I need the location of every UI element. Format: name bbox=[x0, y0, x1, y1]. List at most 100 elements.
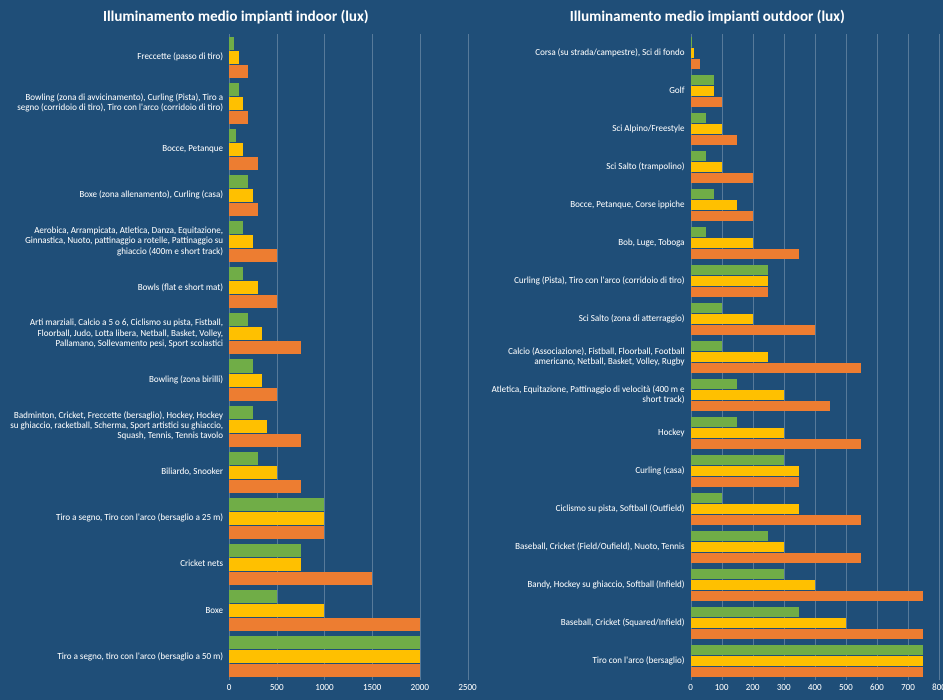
bar bbox=[229, 590, 468, 603]
bar bbox=[691, 211, 940, 221]
category-label: Boxe bbox=[4, 588, 229, 634]
chart-group: Atletica, Equitazione, Pattinaggio di ve… bbox=[476, 376, 940, 414]
bar bbox=[691, 37, 940, 47]
bar bbox=[229, 203, 468, 216]
bar bbox=[229, 65, 468, 78]
bar bbox=[691, 645, 940, 655]
category-label: Corsa (su strada/campestre), Sci di fond… bbox=[476, 34, 691, 72]
category-label: Atletica, Equitazione, Pattinaggio di ve… bbox=[476, 376, 691, 414]
bars-cell bbox=[229, 311, 468, 357]
bar bbox=[691, 390, 940, 400]
bar bbox=[691, 493, 940, 503]
outdoor-title: Illuminamento medio impianti outdoor (lu… bbox=[476, 8, 940, 26]
category-label: Sci Alpino/Freestyle bbox=[476, 110, 691, 148]
chart-group: Golf bbox=[476, 72, 940, 110]
indoor-chart: Freccette (passo di tiro)Bowling (zona d… bbox=[4, 34, 468, 696]
bar bbox=[229, 374, 468, 387]
category-label: Badminton, Cricket, Freccette (bersaglio… bbox=[4, 403, 229, 449]
bar bbox=[229, 157, 468, 170]
chart-group: Bowling (zona di avvicinamento), Curling… bbox=[4, 80, 468, 126]
chart-group: Curling (casa) bbox=[476, 452, 940, 490]
bars-cell bbox=[229, 634, 468, 680]
bar bbox=[229, 327, 468, 340]
bar bbox=[691, 227, 940, 237]
chart-group: Corsa (su strada/campestre), Sci di fond… bbox=[476, 34, 940, 72]
bar bbox=[691, 352, 940, 362]
bar bbox=[691, 656, 940, 666]
bars-cell bbox=[691, 72, 940, 110]
xaxis-tick: 1000 bbox=[315, 682, 333, 693]
bar bbox=[691, 439, 940, 449]
xaxis-tick: 1500 bbox=[363, 682, 381, 693]
category-label: Bocce, Petanque, Corse ippiche bbox=[476, 186, 691, 224]
bar bbox=[691, 276, 940, 286]
bar bbox=[229, 175, 468, 188]
bars-cell bbox=[691, 376, 940, 414]
category-label: Tiro con l'arco (bersaglio) bbox=[476, 642, 691, 680]
bar bbox=[229, 388, 468, 401]
bar bbox=[229, 235, 468, 248]
category-label: Baseball, Cricket (Squared/Infield) bbox=[476, 604, 691, 642]
bar bbox=[691, 428, 940, 438]
bar bbox=[229, 650, 468, 663]
chart-group: Badminton, Cricket, Freccette (bersaglio… bbox=[4, 403, 468, 449]
category-label: Biliardo, Snooker bbox=[4, 449, 229, 495]
indoor-groups: Freccette (passo di tiro)Bowling (zona d… bbox=[4, 34, 468, 680]
bar bbox=[691, 287, 940, 297]
chart-group: Arti marziali, Calcio a 5 o 6, Ciclismo … bbox=[4, 311, 468, 357]
indoor-panel: Illuminamento medio impianti indoor (lux… bbox=[0, 0, 472, 700]
bar bbox=[229, 618, 468, 631]
bar bbox=[229, 434, 468, 447]
outdoor-panel: Illuminamento medio impianti outdoor (lu… bbox=[472, 0, 943, 700]
chart-group: Ciclismo su pista, Softball (Outfield) bbox=[476, 490, 940, 528]
xaxis-tick: 2000 bbox=[411, 682, 429, 693]
xaxis-tick: 500 bbox=[839, 682, 853, 693]
bars-cell bbox=[229, 172, 468, 218]
bar bbox=[229, 281, 468, 294]
category-label: Hockey bbox=[476, 414, 691, 452]
bar bbox=[691, 173, 940, 183]
bar bbox=[229, 572, 468, 585]
chart-group: Bandy, Hockey su ghiaccio, Softball (Inf… bbox=[476, 566, 940, 604]
bar bbox=[691, 97, 940, 107]
bar bbox=[691, 591, 940, 601]
chart-group: Sci Alpino/Freestyle bbox=[476, 110, 940, 148]
bar bbox=[691, 75, 940, 85]
indoor-xaxis: 05001000150020002500 bbox=[4, 680, 468, 696]
bar bbox=[229, 37, 468, 50]
category-label: Tiro a segno, tiro con l'arco (bersaglio… bbox=[4, 634, 229, 680]
bar bbox=[691, 417, 940, 427]
bar bbox=[229, 452, 468, 465]
bar bbox=[691, 86, 940, 96]
chart-group: Curling (Pista), Tiro con l'arco (corrid… bbox=[476, 262, 940, 300]
bar bbox=[691, 379, 940, 389]
bar bbox=[691, 477, 940, 487]
bars-cell bbox=[691, 452, 940, 490]
bar bbox=[691, 249, 940, 259]
bars-cell bbox=[691, 110, 940, 148]
category-label: Calcio (Associazione), Fistball, Floorba… bbox=[476, 338, 691, 376]
xaxis-tick: 0 bbox=[688, 682, 693, 693]
bar bbox=[691, 542, 940, 552]
chart-group: Boxe (zona allenamento), Curling (casa) bbox=[4, 172, 468, 218]
category-label: Bowling (zona di avvicinamento), Curling… bbox=[4, 80, 229, 126]
bar bbox=[229, 420, 468, 433]
chart-group: Baseball, Cricket (Field/Oufield), Nuoto… bbox=[476, 528, 940, 566]
bar bbox=[229, 97, 468, 110]
bars-cell bbox=[691, 604, 940, 642]
bar bbox=[691, 325, 940, 335]
bar bbox=[691, 466, 940, 476]
category-label: Curling (casa) bbox=[476, 452, 691, 490]
chart-group: Boxe bbox=[4, 588, 468, 634]
chart-group: Aerobica, Arrampicata, Atletica, Danza, … bbox=[4, 219, 468, 265]
bar bbox=[229, 359, 468, 372]
bars-cell bbox=[691, 566, 940, 604]
category-label: Sci Salto (trampolino) bbox=[476, 148, 691, 186]
category-label: Cricket nets bbox=[4, 542, 229, 588]
bar bbox=[691, 553, 940, 563]
bars-cell bbox=[691, 148, 940, 186]
bars-cell bbox=[691, 224, 940, 262]
bar bbox=[229, 544, 468, 557]
bars-cell bbox=[229, 219, 468, 265]
bar bbox=[229, 51, 468, 64]
